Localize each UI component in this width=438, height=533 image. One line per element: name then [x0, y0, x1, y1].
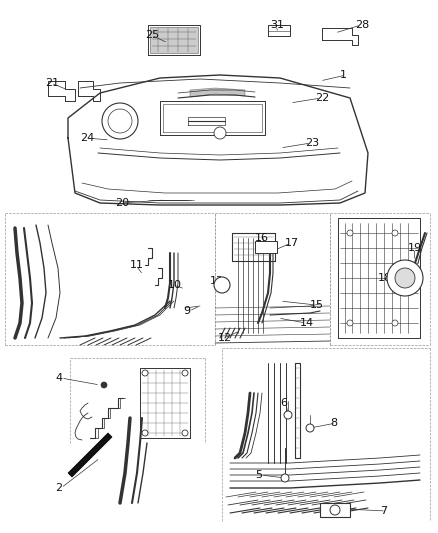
Circle shape [108, 109, 132, 133]
Text: 20: 20 [115, 198, 129, 208]
Circle shape [347, 230, 353, 236]
Circle shape [182, 370, 188, 376]
Text: 10: 10 [168, 280, 182, 290]
Text: 9: 9 [183, 306, 190, 316]
Circle shape [392, 320, 398, 326]
Circle shape [142, 370, 148, 376]
Polygon shape [150, 27, 198, 53]
Text: 5: 5 [255, 470, 262, 480]
Text: 16: 16 [255, 233, 269, 243]
Text: 22: 22 [315, 93, 329, 103]
Text: 12: 12 [218, 333, 232, 343]
Text: 6: 6 [280, 398, 287, 408]
Circle shape [101, 382, 107, 388]
Circle shape [392, 230, 398, 236]
Circle shape [387, 260, 423, 296]
Text: 2: 2 [55, 483, 62, 493]
Text: 23: 23 [305, 138, 319, 148]
Circle shape [182, 430, 188, 436]
Circle shape [306, 424, 314, 432]
Text: 4: 4 [55, 373, 62, 383]
Circle shape [281, 474, 289, 482]
Text: 11: 11 [130, 260, 144, 270]
Polygon shape [68, 433, 112, 477]
Circle shape [214, 277, 230, 293]
Text: 8: 8 [330, 418, 337, 428]
Circle shape [347, 320, 353, 326]
Text: 7: 7 [380, 506, 387, 516]
Text: 25: 25 [145, 30, 159, 40]
Text: 31: 31 [270, 20, 284, 30]
Circle shape [102, 103, 138, 139]
Bar [320, 503, 350, 517]
Text: 13: 13 [210, 276, 224, 286]
Circle shape [395, 268, 415, 288]
Text: 17: 17 [285, 238, 299, 248]
Circle shape [284, 411, 292, 419]
Text: 15: 15 [310, 300, 324, 310]
Text: 24: 24 [80, 133, 94, 143]
Text: 21: 21 [45, 78, 59, 88]
Circle shape [142, 430, 148, 436]
Text: 28: 28 [355, 20, 369, 30]
Bar [255, 241, 277, 253]
Text: 19: 19 [408, 243, 422, 253]
Circle shape [330, 505, 340, 515]
Text: 18: 18 [378, 273, 392, 283]
Text: 14: 14 [300, 318, 314, 328]
Text: 1: 1 [340, 70, 347, 80]
Circle shape [214, 127, 226, 139]
Polygon shape [190, 88, 245, 97]
